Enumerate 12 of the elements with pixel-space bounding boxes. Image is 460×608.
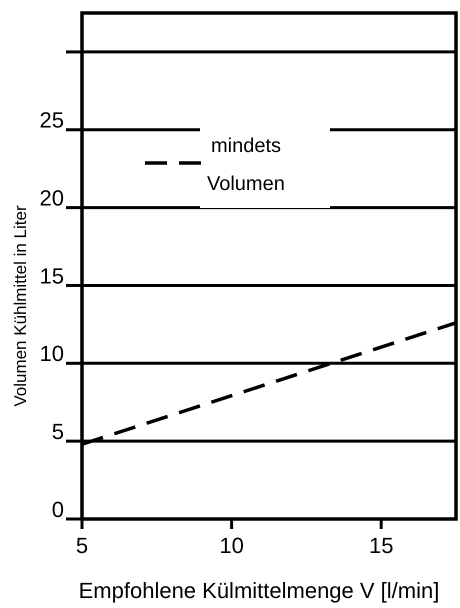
y-tick-label: 20 xyxy=(40,185,64,210)
y-tick-label: 5 xyxy=(52,418,64,444)
x-tick-label: 5 xyxy=(76,533,88,558)
y-tick-label: 0 xyxy=(52,496,64,522)
y-tick-label: 15 xyxy=(40,263,64,288)
x-tick-label: 15 xyxy=(368,533,394,558)
y-tick-label: 25 xyxy=(40,108,64,133)
y-tick-label: 10 xyxy=(40,341,64,366)
y-axis-title: Volumen Kühlmittel in Liter xyxy=(11,205,30,407)
legend-label: mindets Volumen xyxy=(207,135,285,195)
x-axis-title: Empfohlene Külmittelmenge V [l/min] xyxy=(78,578,440,603)
x-tick-label: 10 xyxy=(219,533,244,558)
